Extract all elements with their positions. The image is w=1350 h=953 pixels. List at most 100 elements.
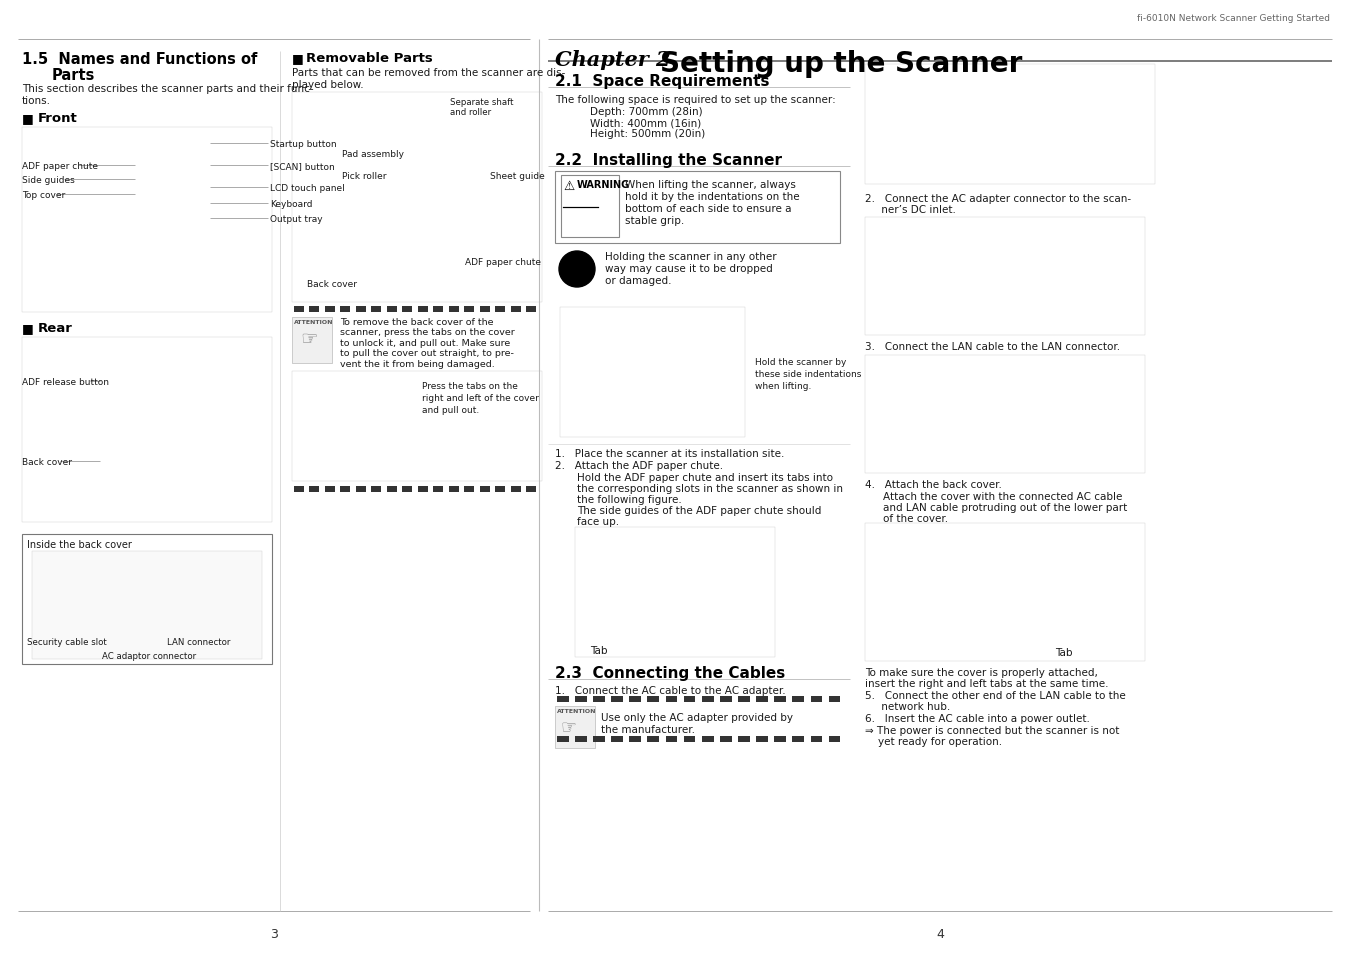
- Bar: [562, 175, 620, 237]
- Bar: [448, 307, 459, 313]
- Text: ☞: ☞: [560, 718, 576, 735]
- Text: LCD touch panel: LCD touch panel: [270, 184, 344, 193]
- Text: 3: 3: [270, 927, 278, 940]
- Text: Tab: Tab: [1054, 647, 1072, 658]
- Text: LAN connector: LAN connector: [167, 638, 231, 646]
- Bar: [464, 307, 474, 313]
- Text: The side guides of the ADF paper chute should: The side guides of the ADF paper chute s…: [576, 505, 821, 516]
- Text: played below.: played below.: [292, 80, 363, 90]
- Bar: [683, 737, 695, 742]
- Bar: [612, 697, 622, 702]
- Text: 2.1  Space Requirements: 2.1 Space Requirements: [555, 74, 770, 89]
- Text: ATTENTION: ATTENTION: [294, 319, 333, 325]
- Bar: [402, 307, 412, 313]
- Bar: [829, 697, 841, 702]
- Bar: [575, 697, 587, 702]
- Text: Keyboard: Keyboard: [270, 200, 312, 209]
- Bar: [292, 317, 332, 364]
- Text: and LAN cable protruding out of the lower part: and LAN cable protruding out of the lowe…: [883, 502, 1127, 513]
- Text: fi-6010N Network Scanner Getting Started: fi-6010N Network Scanner Getting Started: [1137, 14, 1330, 23]
- Text: insert the right and left tabs at the same time.: insert the right and left tabs at the sa…: [865, 679, 1108, 688]
- Bar: [702, 697, 714, 702]
- Text: network hub.: network hub.: [865, 701, 950, 711]
- Bar: [556, 697, 568, 702]
- Bar: [629, 697, 641, 702]
- Text: 2.   Attach the ADF paper chute.: 2. Attach the ADF paper chute.: [555, 460, 724, 471]
- Text: 1.   Connect the AC cable to the AC adapter.: 1. Connect the AC cable to the AC adapte…: [555, 685, 786, 696]
- Bar: [666, 737, 678, 742]
- Text: stable grip.: stable grip.: [625, 215, 684, 226]
- Text: Depth: 700mm (28in): Depth: 700mm (28in): [576, 107, 702, 117]
- Bar: [293, 486, 304, 493]
- Text: 6.   Insert the AC cable into a power outlet.: 6. Insert the AC cable into a power outl…: [865, 713, 1089, 723]
- Text: ☞: ☞: [300, 330, 317, 349]
- Bar: [371, 307, 381, 313]
- Text: or damaged.: or damaged.: [605, 275, 671, 286]
- Bar: [810, 697, 822, 702]
- Text: the manufacturer.: the manufacturer.: [601, 724, 695, 734]
- Text: Setting up the Scanner: Setting up the Scanner: [660, 50, 1022, 78]
- Text: Startup button: Startup button: [270, 140, 336, 149]
- Text: AC adaptor connector: AC adaptor connector: [103, 651, 196, 660]
- Bar: [865, 65, 1156, 185]
- Bar: [402, 486, 412, 493]
- Text: Security cable slot: Security cable slot: [27, 638, 107, 646]
- Text: When lifting the scanner, always: When lifting the scanner, always: [625, 180, 796, 190]
- Bar: [756, 737, 768, 742]
- Bar: [555, 248, 840, 299]
- Text: 3.   Connect the LAN cable to the LAN connector.: 3. Connect the LAN cable to the LAN conn…: [865, 341, 1120, 352]
- Text: Rear: Rear: [38, 322, 73, 335]
- Bar: [666, 697, 678, 702]
- Text: hold it by the indentations on the: hold it by the indentations on the: [625, 192, 799, 202]
- Text: Tab: Tab: [590, 645, 608, 656]
- Text: Top cover: Top cover: [22, 191, 65, 200]
- Text: way may cause it to be dropped: way may cause it to be dropped: [605, 264, 772, 274]
- Bar: [575, 737, 587, 742]
- Bar: [433, 486, 443, 493]
- Text: [SCAN] button: [SCAN] button: [270, 162, 335, 171]
- Text: 4.   Attach the back cover.: 4. Attach the back cover.: [865, 479, 1002, 490]
- Bar: [555, 706, 595, 748]
- Text: WARNING: WARNING: [576, 180, 630, 190]
- Text: of the cover.: of the cover.: [883, 514, 948, 523]
- Bar: [22, 535, 271, 664]
- Text: 4: 4: [936, 927, 944, 940]
- Text: Inside the back cover: Inside the back cover: [27, 539, 132, 550]
- Bar: [792, 737, 805, 742]
- Bar: [810, 737, 822, 742]
- Text: Parts that can be removed from the scanner are dis-: Parts that can be removed from the scann…: [292, 68, 566, 78]
- Bar: [495, 307, 505, 313]
- Bar: [702, 737, 714, 742]
- Bar: [560, 308, 745, 437]
- Text: Height: 500mm (20in): Height: 500mm (20in): [576, 129, 705, 139]
- Bar: [340, 486, 350, 493]
- Text: tions.: tions.: [22, 96, 51, 106]
- Text: these side indentations: these side indentations: [755, 370, 861, 378]
- Bar: [448, 486, 459, 493]
- Bar: [865, 355, 1145, 474]
- Text: and pull out.: and pull out.: [423, 406, 479, 415]
- Bar: [593, 697, 605, 702]
- Text: Attach the cover with the connected AC cable: Attach the cover with the connected AC c…: [883, 492, 1122, 501]
- Text: This section describes the scanner parts and their func-: This section describes the scanner parts…: [22, 84, 313, 94]
- Text: 5.   Connect the other end of the LAN cable to the: 5. Connect the other end of the LAN cabl…: [865, 690, 1126, 700]
- Bar: [865, 523, 1145, 661]
- Text: ⚠: ⚠: [563, 180, 574, 193]
- Bar: [683, 697, 695, 702]
- Bar: [386, 307, 397, 313]
- Bar: [22, 337, 271, 522]
- Bar: [775, 737, 786, 742]
- Bar: [738, 737, 749, 742]
- Bar: [648, 737, 659, 742]
- Bar: [22, 128, 271, 313]
- Bar: [417, 486, 428, 493]
- Text: To remove the back cover of the
scanner, press the tabs on the cover
to unlock i: To remove the back cover of the scanner,…: [340, 317, 514, 368]
- Bar: [648, 697, 659, 702]
- Text: and roller: and roller: [450, 108, 491, 117]
- Text: Separate shaft: Separate shaft: [450, 98, 513, 107]
- Bar: [355, 307, 366, 313]
- Text: Parts: Parts: [53, 68, 96, 83]
- Bar: [292, 372, 541, 481]
- Text: bottom of each side to ensure a: bottom of each side to ensure a: [625, 204, 791, 213]
- Text: ⇒ The power is connected but the scanner is not: ⇒ The power is connected but the scanner…: [865, 725, 1119, 735]
